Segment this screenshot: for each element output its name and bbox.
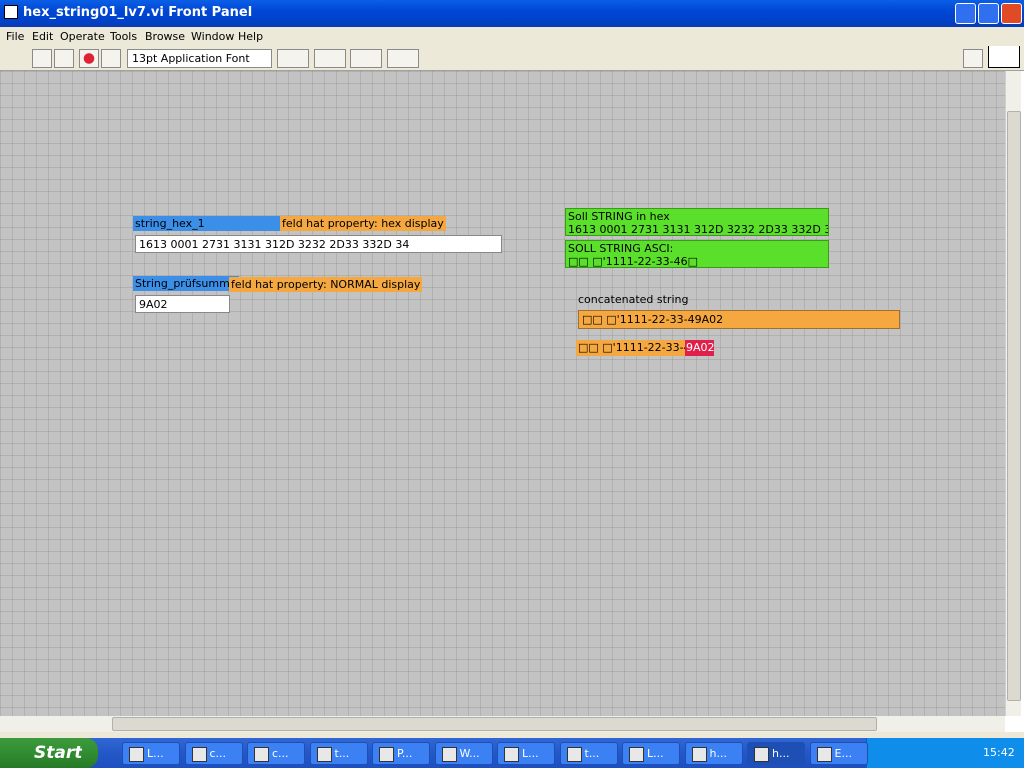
window-title: hex_string01_lv7.vi Front Panel <box>23 5 253 20</box>
align-button[interactable] <box>277 49 309 68</box>
string-indicator: SOLL STRING ASCI: □□ □'1111-22-33-46□ <box>565 240 829 268</box>
taskbar-button[interactable]: t... <box>309 742 368 765</box>
taskbar-button[interactable]: t... <box>559 742 618 765</box>
scroll-thumb[interactable] <box>1007 111 1021 701</box>
indicator-label: Soll STRING in hex <box>568 210 670 223</box>
menu-item[interactable]: Tools <box>110 30 138 43</box>
string-indicator: Soll STRING in hex 1613 0001 2731 3131 3… <box>565 208 829 236</box>
menu-item[interactable]: Browse <box>145 30 186 43</box>
start-button[interactable]: Start <box>0 738 98 768</box>
app-icon <box>4 5 18 19</box>
taskbar-button[interactable]: h... <box>684 742 743 765</box>
menu-item[interactable]: File <box>6 30 25 43</box>
menu-item[interactable]: Operate <box>60 30 105 43</box>
taskbar-button[interactable]: c... <box>247 742 305 765</box>
indicator-label: SOLL STRING ASCI: <box>568 242 674 255</box>
abort-button[interactable] <box>79 49 99 68</box>
note-label: feld hat property: NORMAL display <box>229 277 423 292</box>
resize-button[interactable] <box>350 49 382 68</box>
minimize-button[interactable] <box>955 3 976 24</box>
clock: 15:42 <box>983 746 1015 759</box>
note-label: feld hat property: hex display <box>280 216 446 231</box>
menu-bar: File Edit Operate Tools Browse Window Help <box>0 27 1024 46</box>
taskbar-button[interactable]: P... <box>372 742 430 765</box>
title-bar: hex_string01_lv7.vi Front Panel <box>0 0 1024 27</box>
control-label: string_hex_1 <box>133 216 282 231</box>
window-frame <box>0 732 1024 738</box>
control-label: String_prüfsumme <box>133 276 239 291</box>
front-panel: string_hex_1 feld hat property: hex disp… <box>0 71 1005 716</box>
start-label: Start <box>34 743 83 763</box>
string-part: □□ □'1111-22-33-4 <box>576 340 685 356</box>
vertical-scrollbar[interactable] <box>1005 71 1021 716</box>
indicator-value: □□ □'1111-22-33-46□ <box>568 255 698 268</box>
taskbar-button[interactable]: L... <box>122 742 180 765</box>
distribute-button[interactable] <box>314 49 346 68</box>
taskbar-button[interactable]: L... <box>497 742 555 765</box>
horizontal-scrollbar[interactable] <box>0 716 1005 732</box>
taskbar-button[interactable]: E... <box>809 742 868 765</box>
run-continuous-button[interactable] <box>54 49 74 68</box>
menu-item[interactable]: Edit <box>32 30 54 43</box>
help-button[interactable] <box>963 49 983 68</box>
taskbar-button[interactable]: W... <box>434 742 493 765</box>
close-button[interactable] <box>1001 3 1022 24</box>
font-selector[interactable]: 13pt Application Font <box>127 49 272 68</box>
run-button[interactable] <box>32 49 52 68</box>
system-tray: 15:42 <box>866 738 1024 768</box>
menu-item[interactable]: Window <box>191 30 235 43</box>
restore-button[interactable] <box>978 3 999 24</box>
taskbar-button[interactable]: L... <box>622 742 680 765</box>
toolbar: 13pt Application Font <box>0 46 1024 71</box>
string-control[interactable]: 9A02 <box>135 295 230 313</box>
reorder-button[interactable] <box>387 49 419 68</box>
indicator-value: 1613 0001 2731 3131 312D 3232 2D33 332D … <box>568 223 828 236</box>
string-control[interactable]: 1613 0001 2731 3131 312D 3232 2D33 332D … <box>135 235 502 253</box>
taskbar-button[interactable]: h... <box>747 742 805 765</box>
menu-item[interactable]: Help <box>238 30 264 43</box>
connector-pane-icon <box>988 46 1020 68</box>
string-indicator: □□ □'1111-22-33-49A02 <box>578 310 900 329</box>
indicator-label: concatenated string <box>578 293 689 306</box>
scroll-thumb[interactable] <box>112 717 877 731</box>
string-part: 9A02 <box>685 340 714 356</box>
taskbar-button[interactable]: c... <box>184 742 243 765</box>
pause-button[interactable] <box>101 49 121 68</box>
